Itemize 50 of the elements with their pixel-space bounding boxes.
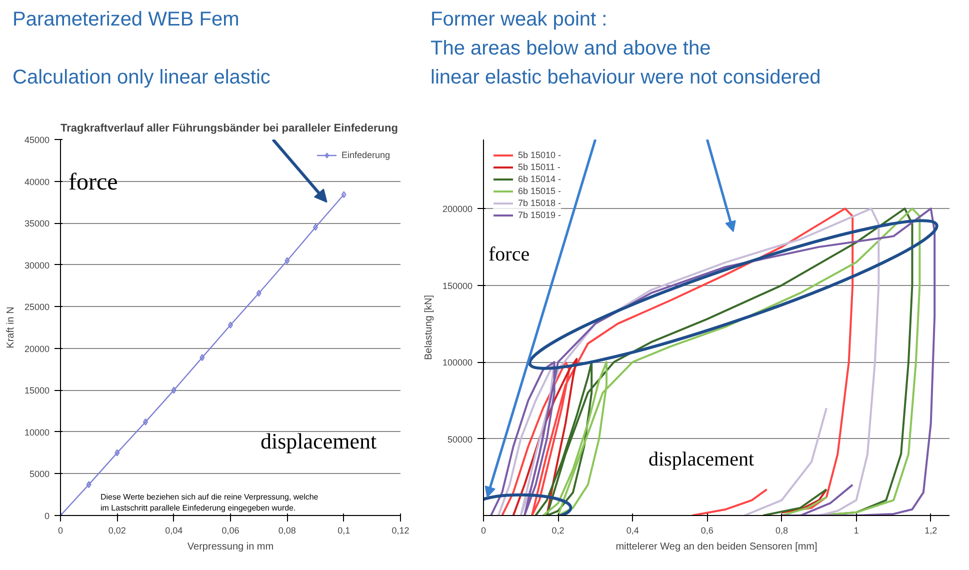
y-tick-label: 5000 bbox=[29, 469, 50, 480]
text: The areas below and above the bbox=[430, 38, 711, 60]
legend-label: 6b 15014 - bbox=[518, 173, 562, 185]
y-tick-label: 25000 bbox=[24, 302, 50, 312]
annotation: displacement bbox=[260, 428, 377, 454]
text: Parameterized WEB Fem bbox=[12, 8, 240, 30]
x-tick-label: 0,04 bbox=[165, 526, 183, 536]
y-tick-label: 15000 bbox=[24, 386, 50, 396]
x-axis-title: mittelerer Weg an den beiden Sensoren [mm] bbox=[616, 542, 818, 552]
legend-label: 5b 15010 - bbox=[518, 149, 562, 161]
x-tick-label: 0,06 bbox=[222, 526, 240, 536]
y-tick-label: 30000 bbox=[24, 260, 50, 270]
x-tick-label: 0,4 bbox=[626, 526, 639, 536]
x-tick-label: 0,8 bbox=[775, 526, 788, 536]
x-tick-label: 0,6 bbox=[700, 526, 714, 536]
x-tick-label: 0,2 bbox=[552, 526, 564, 536]
y-tick-label: 35000 bbox=[24, 218, 50, 229]
y-tick-label: 100000 bbox=[442, 358, 473, 368]
x-tick-label: 0 bbox=[58, 526, 64, 536]
legend-label: 6b 15015 - bbox=[518, 185, 562, 197]
legend-label: Einfederung bbox=[341, 149, 390, 161]
x-tick-label: 1,2 bbox=[924, 526, 938, 536]
legend-label: 5b 15011 - bbox=[518, 161, 560, 173]
annotation: displacement bbox=[648, 448, 754, 470]
x-tick-label: 0,02 bbox=[108, 526, 126, 536]
x-tick-label: 0,1 bbox=[338, 526, 350, 536]
y-axis-title: Kraft in N bbox=[5, 306, 16, 348]
x-tick-label: 0,08 bbox=[278, 526, 296, 536]
y-tick-label: 20000 bbox=[24, 344, 50, 354]
legend-label: 7b 15018 - bbox=[518, 197, 562, 209]
x-axis-title: Verpressung in mm bbox=[187, 542, 274, 552]
x-tick-label: 0 bbox=[480, 526, 486, 536]
y-tick-label: 10000 bbox=[24, 427, 50, 438]
y-axis-title: Belastung [kN] bbox=[423, 294, 434, 360]
annotation: force bbox=[68, 170, 118, 196]
annotation: force bbox=[488, 244, 530, 266]
y-tick-label: 150000 bbox=[442, 280, 473, 291]
y-tick-label: 0 bbox=[44, 511, 50, 521]
text: Calculation only linear elastic bbox=[12, 66, 270, 88]
y-tick-label: 45000 bbox=[24, 135, 50, 145]
x-tick-label: 0,12 bbox=[392, 526, 410, 536]
legend-label: 7b 15019 - bbox=[518, 209, 562, 221]
y-tick-label: 40000 bbox=[24, 176, 50, 187]
chart-title: Tragkraftverlauf aller Führungsbänder bei paralleler Einfederung bbox=[60, 122, 398, 134]
y-tick-label: 200000 bbox=[442, 204, 473, 214]
y-tick-label: 50000 bbox=[447, 434, 473, 444]
text: linear elastic behaviour were not considered bbox=[430, 66, 821, 88]
x-tick-label: 1 bbox=[854, 526, 859, 536]
annotation: Diese Werte beziehen sich auf die reine Verpressung, welche im Lastschritt parallele Einfederung eingegeben wurde. bbox=[100, 492, 319, 512]
text: Former weak point : bbox=[430, 8, 608, 30]
